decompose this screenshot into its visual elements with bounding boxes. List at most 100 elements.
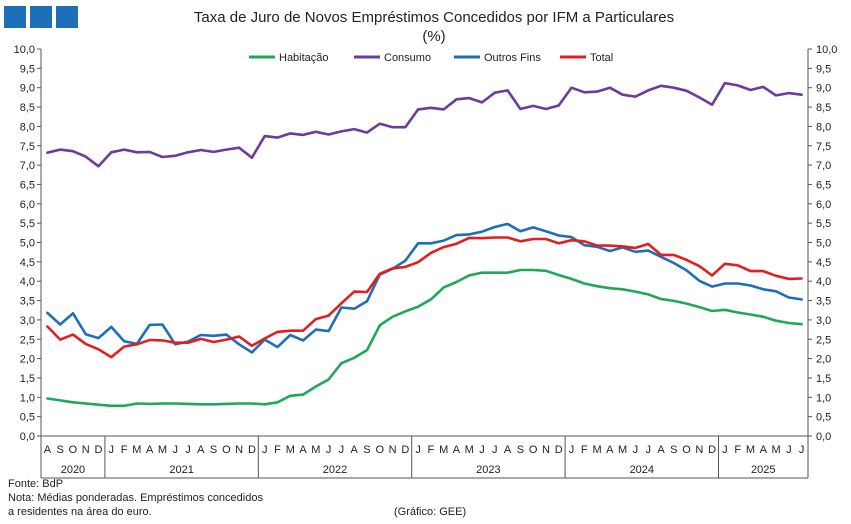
x-month-label: M: [592, 444, 601, 456]
footnote-line-1: Nota: Médias ponderadas. Empréstimos con…: [8, 492, 263, 504]
y-tick-label-left: 6,0: [20, 199, 35, 211]
series-line-consumo: [46, 81, 803, 168]
x-month-label: A: [44, 444, 52, 456]
y-tick-label-left: 5,0: [20, 238, 35, 250]
x-month-label: A: [453, 444, 461, 456]
series-line-habitacao: [46, 268, 803, 408]
x-month-label: J: [645, 444, 651, 456]
x-month-label: A: [351, 444, 359, 456]
y-tick-label-right: 5,0: [816, 238, 831, 250]
x-month-label: J: [722, 444, 728, 456]
y-tick-label-right: 6,0: [816, 199, 831, 211]
x-month-label: J: [799, 444, 805, 456]
x-month-label: J: [262, 444, 268, 456]
x-month-label: M: [618, 444, 627, 456]
y-tick-label-right: 9,5: [816, 63, 831, 75]
y-tick-label-right: 5,5: [816, 218, 831, 230]
x-month-label: A: [657, 444, 665, 456]
chart-title: Taxa de Juro de Novos Empréstimos Conced…: [194, 9, 674, 26]
x-month-label: A: [606, 444, 614, 456]
y-tick-label-right: 7,0: [816, 160, 831, 172]
x-month-label: N: [82, 444, 90, 456]
x-month-label: M: [746, 444, 755, 456]
x-month-label: D: [555, 444, 563, 456]
y-tick-label-left: 10,0: [14, 44, 35, 56]
x-month-label: S: [363, 444, 370, 456]
logo: [4, 6, 78, 28]
x-month-label: O: [375, 444, 384, 456]
axes: 0,0 0,0 0,5 0,5 1,0 1,0 1,5 1,5 2,0 2,0 2,5 2,5 3,0 3…: [14, 44, 837, 479]
x-month-label: M: [132, 444, 141, 456]
x-month-label: M: [771, 444, 780, 456]
y-tick-label-right: 7,5: [816, 141, 831, 153]
x-month-label: N: [695, 444, 703, 456]
x-month-label: S: [210, 444, 217, 456]
x-month-label: N: [542, 444, 550, 456]
y-tick-label-right: 1,0: [816, 392, 831, 404]
x-month-label: S: [57, 444, 64, 456]
x-year-label: 2020: [61, 464, 85, 476]
y-tick-label-right: 1,5: [816, 373, 831, 385]
y-tick-label-left: 1,5: [20, 373, 35, 385]
x-month-label: M: [286, 444, 295, 456]
y-tick-label-left: 8,0: [20, 121, 35, 133]
x-month-label: F: [734, 444, 741, 456]
x-year-label: 2022: [323, 464, 347, 476]
x-month-label: J: [326, 444, 332, 456]
x-month-label: J: [492, 444, 498, 456]
y-tick-label-left: 2,5: [20, 334, 35, 346]
x-month-label: S: [670, 444, 677, 456]
y-tick-label-left: 7,0: [20, 160, 35, 172]
x-month-label: D: [708, 444, 716, 456]
y-tick-label-left: 5,5: [20, 218, 35, 230]
y-tick-label-right: 6,5: [816, 179, 831, 191]
source-note: Fonte: BdP: [8, 478, 64, 490]
y-tick-label-left: 1,0: [20, 392, 35, 404]
y-tick-label-left: 3,5: [20, 296, 35, 308]
chart-credit: (Gráfico: GEE): [394, 506, 467, 518]
y-tick-label-right: 2,0: [816, 354, 831, 366]
y-tick-label-left: 0,0: [20, 431, 35, 443]
logo-square-3: [56, 6, 78, 28]
x-month-label: J: [786, 444, 792, 456]
x-month-label: N: [235, 444, 243, 456]
x-month-label: F: [121, 444, 128, 456]
logo-square-1: [4, 6, 26, 28]
x-month-label: M: [439, 444, 448, 456]
legend: Habitação Consumo Outros Fins Total: [249, 52, 613, 64]
x-month-label: S: [517, 444, 524, 456]
x-month-label: J: [172, 444, 178, 456]
y-tick-label-left: 3,0: [20, 315, 35, 327]
legend-label: Habitação: [279, 52, 329, 64]
legend-label: Consumo: [384, 52, 431, 64]
x-month-label: A: [760, 444, 768, 456]
y-tick-label-right: 8,0: [816, 121, 831, 133]
x-year-label: 2025: [751, 464, 775, 476]
y-tick-label-left: 2,0: [20, 354, 35, 366]
y-tick-label-left: 7,5: [20, 141, 35, 153]
footnote-line-2: a residentes na área do euro.: [8, 506, 152, 518]
y-tick-label-left: 4,0: [20, 276, 35, 288]
x-year-label: 2021: [169, 464, 193, 476]
x-month-label: J: [569, 444, 575, 456]
x-month-label: J: [633, 444, 639, 456]
series-line-total: [46, 236, 803, 359]
x-month-label: A: [146, 444, 154, 456]
y-tick-label-left: 6,5: [20, 179, 35, 191]
x-month-label: O: [682, 444, 691, 456]
x-month-label: O: [529, 444, 538, 456]
x-month-label: A: [299, 444, 307, 456]
legend-label: Outros Fins: [484, 52, 541, 64]
y-tick-label-right: 0,5: [816, 412, 831, 424]
x-month-label: J: [185, 444, 191, 456]
x-month-label: O: [222, 444, 231, 456]
x-month-label: D: [95, 444, 103, 456]
x-month-label: M: [465, 444, 474, 456]
y-tick-label-right: 4,5: [816, 257, 831, 269]
x-month-label: D: [401, 444, 409, 456]
x-month-label: M: [158, 444, 167, 456]
x-month-label: F: [581, 444, 588, 456]
series-line-outros-fins: [46, 222, 803, 354]
y-tick-label-left: 4,5: [20, 257, 35, 269]
y-tick-label-left: 9,5: [20, 63, 35, 75]
